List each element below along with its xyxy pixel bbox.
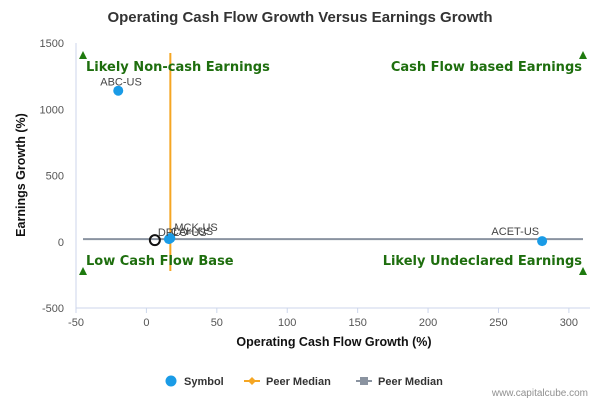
chart-title: Operating Cash Flow Growth Versus Earnin… <box>107 9 492 26</box>
data-point <box>537 236 548 247</box>
data-point <box>113 85 124 96</box>
x-tick-label: 200 <box>419 317 437 329</box>
data-point <box>163 234 174 245</box>
y-tick-label: -500 <box>42 303 64 315</box>
y-tick-label: 1000 <box>40 104 64 116</box>
data-point-label: ACET-US <box>491 226 539 238</box>
x-tick-label: 300 <box>560 317 578 329</box>
legend-peer-median-horizontal-marker <box>360 377 368 385</box>
legend-peer-median-vertical-marker <box>248 377 256 385</box>
x-tick-label: 50 <box>211 317 223 329</box>
x-tick-label: 100 <box>278 317 296 329</box>
subject-data-point <box>148 234 161 247</box>
quadrant-label-top-right: Cash Flow based Earnings <box>391 60 582 75</box>
y-tick-label: 1500 <box>40 38 64 50</box>
legend-peer-median-horizontal-label: Peer Median <box>378 376 443 388</box>
y-tick-label: 0 <box>58 237 64 249</box>
x-tick-label: 150 <box>348 317 366 329</box>
legend: Symbol Peer Median Peer Median <box>165 375 443 389</box>
legend-symbol-marker <box>165 375 177 387</box>
legend-item-peer-median-horizontal[interactable]: Peer Median <box>356 376 443 388</box>
plot-area: -50 0 50 100 150 200 250 300-500050010001500Lik… <box>40 38 590 329</box>
legend-item-symbol[interactable]: Symbol <box>165 375 224 389</box>
data-point-label: MCK-US <box>174 222 217 234</box>
x-tick-label: -50 <box>68 317 84 329</box>
x-tick-label: 0 <box>143 317 149 329</box>
y-tick-label: 500 <box>46 171 64 183</box>
legend-peer-median-vertical-label: Peer Median <box>266 376 331 388</box>
quadrant-triangle-marker <box>579 267 587 275</box>
x-axis-title: Operating Cash Flow Growth (%) <box>236 335 431 349</box>
subject-data-point-label: DPLO-US <box>158 227 207 239</box>
x-tick-label: 250 <box>489 317 507 329</box>
y-axis-title: Earnings Growth (%) <box>14 113 28 237</box>
legend-symbol-label: Symbol <box>184 376 224 388</box>
credit-text[interactable]: www.capitalcube.com <box>491 388 588 399</box>
data-point-label: CAH-US <box>171 226 213 238</box>
quadrant-triangle-marker <box>79 267 87 275</box>
quadrant-triangle-marker <box>579 51 587 59</box>
data-point-label: ABC-US <box>100 77 142 89</box>
quadrant-label-top-left: Likely Non-cash Earnings <box>86 60 270 75</box>
quadrant-label-bottom-right: Likely Undeclared Earnings <box>383 254 583 269</box>
quadrant-triangle-marker <box>79 51 87 59</box>
legend-item-peer-median-vertical[interactable]: Peer Median <box>244 376 331 388</box>
quadrant-label-bottom-left: Low Cash Flow Base <box>86 254 234 269</box>
